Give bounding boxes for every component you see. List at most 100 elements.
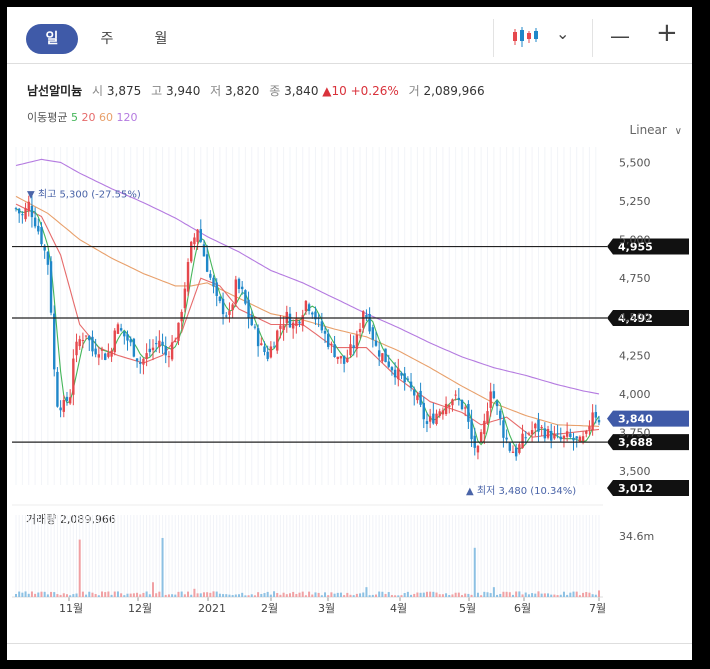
volume-bar [218,593,221,597]
volume-bar [116,591,119,597]
volume-bar [97,595,100,597]
candle [594,412,598,418]
tab-month[interactable]: 월 [154,31,168,47]
volume-bar [394,595,397,597]
candle [403,373,406,383]
volume-bar [196,593,199,597]
tab-day[interactable]: 일 [26,24,78,54]
high-value: 3,940 [165,84,201,98]
scale-mode-label: Linear [629,123,667,137]
volume-bar [419,592,422,597]
candle [572,437,575,441]
candle [588,426,591,430]
volume-bar [30,591,33,597]
volume-bar [292,591,295,597]
volume-bar [253,595,256,597]
volume-bar [454,592,457,597]
price-chart[interactable]: ▼ 최고 5,300 (-27.55%) ▲ 최저 3,480 (10.34%) 4… [7,7,692,660]
volume-bar [107,591,110,597]
y-tick-label: 4,750 [619,272,651,285]
volume-bar [518,591,521,597]
zoom-in-button[interactable]: + [656,18,678,48]
candle [142,358,145,365]
candle [476,445,480,453]
candle [390,367,394,371]
stock-name: 남선알미늄 [27,84,83,98]
candle [253,326,257,328]
volume-bar [534,593,537,597]
candle [272,346,276,348]
candle [355,334,359,349]
candle [177,322,180,341]
candle [68,397,72,404]
volume-bar [438,594,441,597]
candle [514,447,518,457]
volume-bar [378,591,381,597]
high-label: 고 [151,84,163,98]
volume-bar [384,593,387,597]
volume-bar [371,594,374,597]
header-divider [7,63,692,64]
candle [170,342,174,360]
candle [75,341,78,356]
candle [193,237,196,245]
candle [336,356,339,360]
y-tick-label: 4,250 [619,349,651,362]
volume-bar [222,594,225,597]
candle [154,343,158,345]
candle [145,353,148,359]
candle [537,419,540,432]
ma5-line [15,208,600,450]
volume-bar [429,591,432,597]
volume-bar [397,595,400,597]
footer-divider [7,643,692,644]
candlestick-icon[interactable] [511,23,541,51]
candle [43,245,46,251]
candle [550,430,553,441]
volume-bar [486,592,489,597]
candle [435,413,438,424]
candle [597,419,601,423]
candle [467,404,470,422]
volume-bar [180,591,183,597]
volume-bar [559,594,562,597]
tab-week[interactable]: 주 [100,31,114,47]
candle [524,437,527,439]
volume-bar [432,591,435,597]
chevron-down-icon[interactable]: ⌄ [556,24,570,43]
candle [502,420,505,438]
candle [413,389,416,396]
candle [14,208,18,210]
zoom-out-button[interactable]: — [610,24,630,48]
candle [320,321,324,331]
volume-bar [247,595,250,597]
candle [489,391,492,408]
candle [256,328,260,347]
candle [148,348,152,353]
volume-bar [550,594,553,597]
volume-bar [406,591,409,597]
candle [585,430,588,434]
x-tick-label: 2021 [198,602,226,615]
volume-bar [355,593,358,597]
volume-bar [40,591,43,597]
candle [425,421,429,424]
volume-bar [34,593,37,597]
candle [37,225,40,232]
volume-bar [591,594,594,597]
volume-bar [499,593,502,597]
volume-bar [151,582,154,597]
scale-selector[interactable]: Linear ∨ [630,123,682,137]
candle [422,402,425,420]
candle [260,343,263,346]
volume-bar [349,594,352,597]
volume-bar [193,588,196,597]
candle [119,328,123,331]
volume-bar [301,591,304,597]
volume-bar [387,592,390,597]
volume-bar [72,594,75,597]
candle [46,251,50,265]
volume-bar [416,592,419,597]
volume-bar [502,591,505,597]
x-tick-label: 5월 [459,602,476,615]
